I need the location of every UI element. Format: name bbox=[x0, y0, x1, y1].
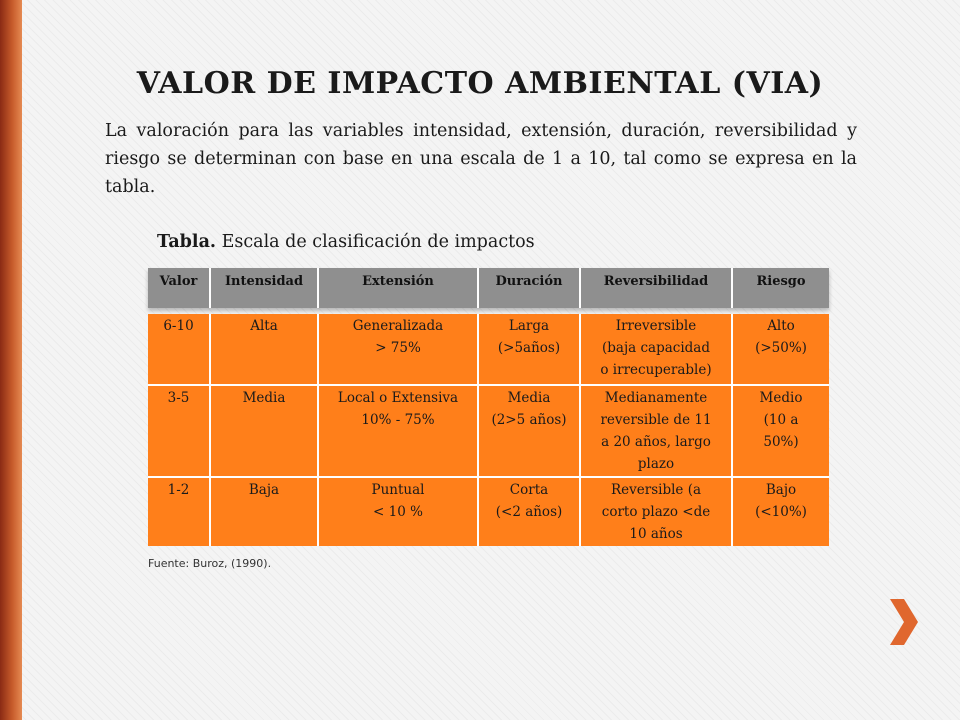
cell-reversibilidad: Reversible (a corto plazo <de 10 años bbox=[581, 478, 733, 546]
cell-duracion: Media (2>5 años) bbox=[479, 386, 581, 476]
table-row: 3-5 Media Local o Extensiva 10% - 75% Med… bbox=[148, 384, 829, 476]
header-valor: Valor bbox=[148, 268, 211, 308]
cell-reversibilidad: Irreversible (baja capacidad o irrecuperab… bbox=[581, 314, 733, 384]
cell-valor: 3-5 bbox=[148, 386, 211, 476]
table-row: 1-2 Baja Puntual < 10 % Corta (<2 años) Re… bbox=[148, 476, 829, 546]
side-accent-bar bbox=[0, 0, 22, 720]
cell-duracion: Larga (>5años) bbox=[479, 314, 581, 384]
caption-text: Escala de clasificación de impactos bbox=[216, 232, 535, 252]
cell-duracion: Corta (<2 años) bbox=[479, 478, 581, 546]
caption-label: Tabla. bbox=[157, 232, 217, 252]
cell-extension: Local o Extensiva 10% - 75% bbox=[319, 386, 479, 476]
table-caption: Tabla. Escala de clasificación de impact… bbox=[157, 232, 535, 252]
table-source: Fuente: Buroz, (1990). bbox=[148, 557, 272, 570]
intro-paragraph: La valoración para las variables intensi… bbox=[105, 121, 857, 197]
chevron-right-icon bbox=[890, 599, 918, 645]
table-header-row: Valor Intensidad Extensión Duración Reve… bbox=[148, 268, 829, 308]
cell-valor: 1-2 bbox=[148, 478, 211, 546]
cell-extension: Generalizada > 75% bbox=[319, 314, 479, 384]
header-intensidad: Intensidad bbox=[211, 268, 319, 308]
cell-riesgo: Bajo (<10%) bbox=[755, 482, 807, 520]
slide-title: VALOR DE IMPACTO AMBIENTAL (VIA) bbox=[136, 66, 824, 101]
cell-reversibilidad: Medianamente reversible de 11 a 20 años, l… bbox=[581, 386, 733, 476]
impact-scale-table: Valor Intensidad Extensión Duración Reve… bbox=[148, 268, 829, 546]
next-slide-button[interactable] bbox=[884, 596, 924, 648]
cell-extension: Puntual < 10 % bbox=[319, 478, 479, 546]
header-riesgo: Riesgo bbox=[756, 274, 806, 289]
header-duracion: Duración bbox=[479, 268, 581, 308]
cell-valor: 6-10 bbox=[148, 314, 211, 384]
cell-riesgo: Medio (10 a 50%) bbox=[759, 390, 803, 450]
header-reversibilidad: Reversibilidad bbox=[581, 268, 733, 308]
table-row: 6-10 Alta Generalizada > 75% Larga (>5años… bbox=[148, 314, 829, 384]
table-body: 6-10 Alta Generalizada > 75% Larga (>5años… bbox=[148, 314, 829, 546]
cell-riesgo: Alto (>50%) bbox=[755, 318, 807, 356]
cell-intensidad: Alta bbox=[211, 314, 319, 384]
cell-intensidad: Baja bbox=[211, 478, 319, 546]
header-extension: Extensión bbox=[319, 268, 479, 308]
cell-intensidad: Media bbox=[211, 386, 319, 476]
